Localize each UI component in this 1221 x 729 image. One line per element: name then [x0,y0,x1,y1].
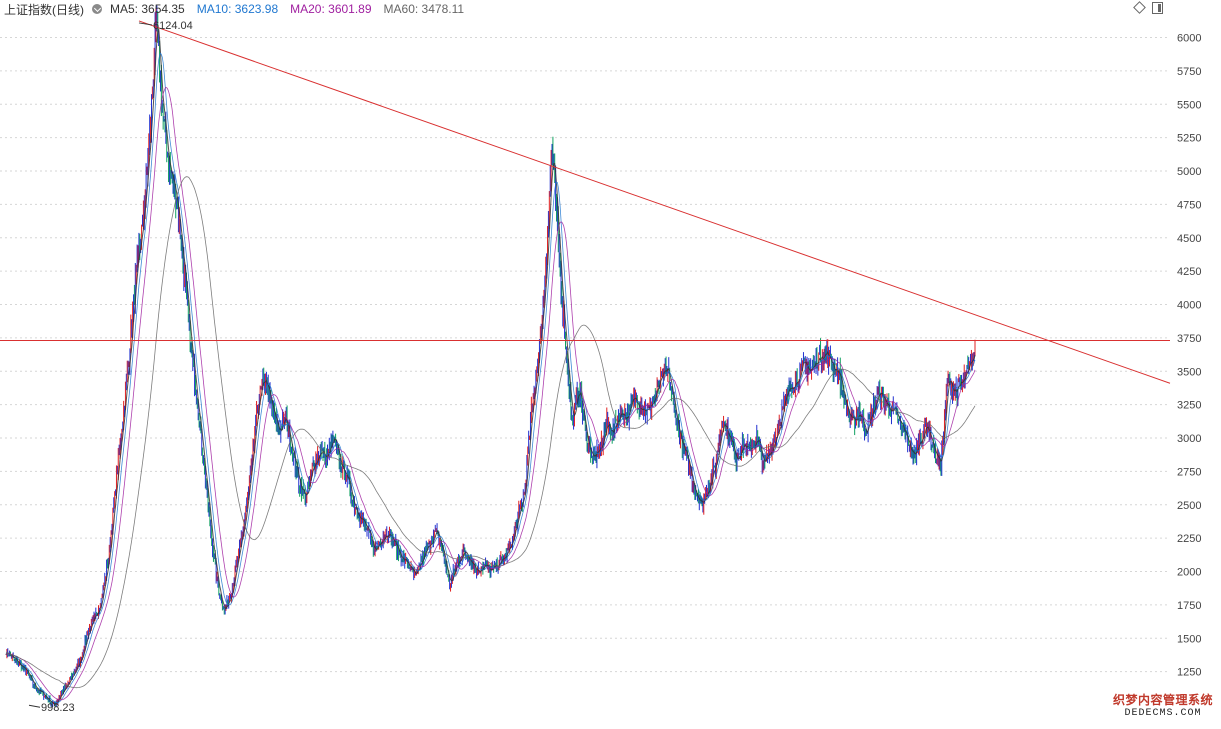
y-tick-label: 2000 [1177,567,1201,579]
y-tick-label: 2250 [1177,533,1201,545]
y-tick-label: 2500 [1177,500,1201,512]
window-icon[interactable] [1152,2,1163,14]
y-axis-ticks: 6000 5750 5500 5250 5000 4750 4500 4250 4000 3750… [1177,33,1217,712]
ma60-line [5,176,976,689]
y-tick-label: 1500 [1177,633,1201,645]
y-tick-label: 3000 [1177,433,1201,445]
chart-header: 上证指数(日线) MA5: 3654.35 MA10: 3623.98 MA20… [4,0,470,18]
high-annotation: 6124.04 [138,20,193,32]
trend-line [138,20,1171,384]
moving-average-lines [5,28,976,705]
y-tick-label: 5000 [1177,166,1201,178]
high-label: 6124.04 [153,20,193,32]
y-tick-label: 4000 [1177,300,1201,312]
y-tick-label: 2750 [1177,466,1201,478]
y-tick-label: 5750 [1177,66,1201,78]
y-tick-label: 5500 [1177,99,1201,111]
y-tick-label: 4500 [1177,233,1201,245]
ma20-line [5,86,976,701]
low-label: 998.23 [41,702,75,714]
y-tick-label: 1250 [1177,667,1201,679]
index-title: 上证指数(日线) [4,2,84,17]
y-tick-label: 3750 [1177,333,1201,345]
diamond-icon[interactable] [1133,2,1144,13]
y-tick-label: 3500 [1177,366,1201,378]
watermark: 织梦内容管理系统 DEDECMS.COM [1109,693,1217,721]
watermark-cn: 织梦内容管理系统 [1112,693,1213,707]
ma60-label: MA60: 3478.11 [383,2,465,16]
low-annotation: 998.23 [28,702,75,714]
y-tick-label: 5250 [1177,133,1201,145]
y-tick-label: 4250 [1177,266,1201,278]
collapse-icon[interactable] [92,4,102,14]
y-tick-label: 6000 [1177,33,1201,45]
ma5-label: MA5: 3654.35 [110,2,185,16]
ma10-line [5,52,976,704]
ma10-label: MA10: 3623.98 [196,2,279,16]
y-tick-label: 4750 [1177,199,1201,211]
grid-lines [0,37,1170,673]
y-tick-label: 1750 [1177,600,1201,612]
chart-tools [1133,2,1163,14]
ma20-label: MA20: 3601.89 [290,2,372,16]
watermark-en: DEDECMS.COM [1124,708,1202,719]
y-tick-label: 3250 [1177,400,1201,412]
